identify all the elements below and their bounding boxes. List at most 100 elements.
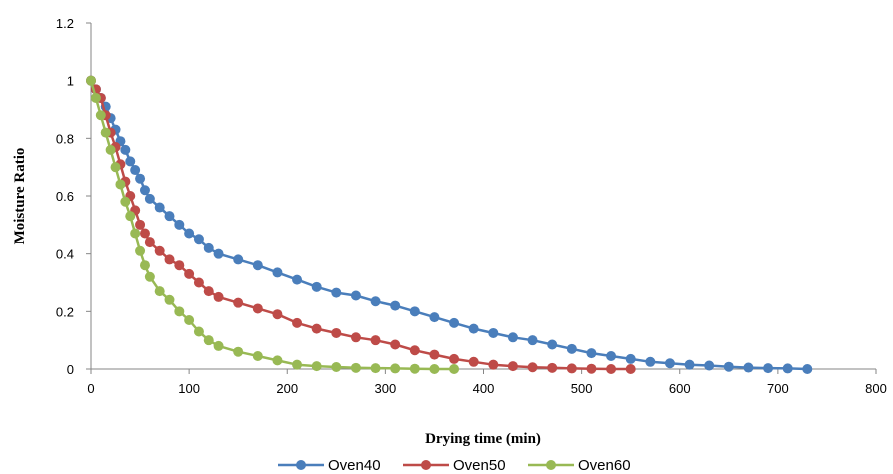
data-point-oven50: [184, 268, 195, 279]
data-point-oven50: [527, 362, 538, 373]
data-point-oven50: [507, 361, 518, 372]
data-point-oven50: [488, 359, 499, 370]
y-tick-label: 0.2: [56, 304, 74, 319]
data-point-oven40: [390, 300, 401, 311]
data-point-oven40: [213, 248, 224, 259]
data-point-oven50: [409, 345, 420, 356]
data-point-oven40: [684, 359, 695, 370]
y-tick-label: 0.6: [56, 189, 74, 204]
x-tick-label: 300: [375, 381, 397, 396]
data-point-oven40: [120, 144, 131, 155]
data-point-oven40: [704, 360, 715, 371]
x-tick-label: 800: [865, 381, 887, 396]
data-point-oven60: [86, 75, 96, 86]
data-point-oven40: [144, 193, 155, 204]
data-point-oven40: [507, 332, 518, 343]
data-point-oven60: [95, 110, 106, 121]
data-point-oven40: [527, 335, 538, 346]
data-point-oven60: [272, 355, 283, 366]
data-point-oven40: [193, 234, 204, 245]
y-tick-label: 0.8: [56, 131, 74, 146]
data-point-oven40: [370, 296, 381, 307]
data-point-oven50: [203, 286, 214, 297]
data-point-oven60: [139, 260, 150, 271]
data-point-oven40: [606, 351, 617, 362]
data-point-oven60: [331, 361, 342, 372]
data-point-oven40: [802, 364, 813, 374]
data-point-oven60: [90, 92, 101, 103]
data-point-oven40: [488, 327, 499, 338]
data-point-oven40: [125, 156, 136, 167]
data-point-oven50: [625, 364, 636, 374]
x-tick-label: 600: [669, 381, 691, 396]
series-line-oven60: [89, 80, 455, 371]
data-point-oven60: [193, 326, 204, 337]
legend-item-oven50: Oven50: [403, 457, 506, 474]
data-point-oven40: [139, 185, 150, 196]
data-point-oven50: [449, 353, 460, 364]
legend-marker-oven60: [546, 460, 556, 470]
x-axis-title: Drying time (min): [425, 431, 541, 447]
data-point-oven50: [292, 317, 303, 328]
data-point-oven50: [252, 303, 263, 314]
data-point-oven60: [154, 286, 165, 297]
y-tick-label: 0.4: [56, 247, 74, 262]
data-point-oven40: [130, 165, 141, 176]
data-point-oven60: [390, 363, 401, 374]
data-point-oven40: [723, 361, 734, 372]
data-point-oven50: [390, 339, 401, 350]
series-oven60: [86, 75, 460, 374]
data-point-oven40: [625, 353, 636, 364]
x-tick-label: 100: [178, 381, 200, 396]
legend-marker-oven50: [421, 460, 431, 470]
legend: Oven40 Oven50 Oven60: [278, 457, 631, 474]
data-point-oven40: [409, 306, 420, 317]
data-point-oven40: [233, 254, 244, 265]
data-point-oven60: [252, 351, 263, 362]
data-point-oven40: [292, 274, 303, 285]
data-point-oven60: [125, 211, 136, 222]
data-point-oven50: [331, 327, 342, 338]
data-point-oven50: [350, 332, 361, 343]
data-point-oven40: [586, 348, 597, 359]
data-point-oven60: [164, 294, 175, 305]
x-tick-label: 400: [473, 381, 495, 396]
legend-label-oven50: Oven50: [453, 457, 506, 474]
data-point-oven40: [154, 202, 165, 213]
data-point-oven50: [144, 237, 155, 248]
data-point-oven60: [429, 364, 440, 374]
data-point-oven60: [203, 335, 214, 346]
data-point-oven50: [164, 254, 175, 265]
data-point-oven40: [252, 260, 263, 271]
legend-item-oven40: Oven40: [278, 457, 381, 474]
data-point-oven60: [233, 346, 244, 357]
plot-area: [86, 75, 813, 374]
data-point-oven60: [449, 364, 460, 374]
data-point-oven60: [144, 271, 155, 282]
data-point-oven40: [547, 339, 558, 350]
x-tick-label: 0: [87, 381, 94, 396]
data-point-oven40: [272, 267, 283, 278]
data-point-oven50: [311, 323, 322, 334]
data-point-oven60: [370, 363, 381, 374]
data-point-oven50: [154, 245, 165, 256]
series-line-oven50: [89, 80, 631, 371]
data-point-oven40: [135, 173, 146, 184]
data-point-oven50: [174, 260, 185, 271]
data-point-oven60: [110, 162, 121, 173]
data-point-oven60: [174, 306, 185, 317]
data-point-oven50: [213, 291, 224, 302]
data-point-oven50: [272, 309, 283, 320]
data-point-oven40: [468, 323, 479, 334]
y-tick-label: 1.2: [56, 16, 74, 31]
data-point-oven40: [350, 290, 361, 301]
axes: 0 100 200 300 400 500 600 700 800 0 0.2 0.4 0.6 0.8 1 1…: [56, 16, 887, 396]
data-point-oven60: [311, 361, 322, 372]
data-point-oven40: [164, 211, 175, 222]
data-point-oven50: [606, 364, 617, 374]
data-point-oven60: [213, 340, 224, 351]
data-point-oven60: [115, 179, 126, 190]
data-point-oven60: [292, 359, 303, 370]
data-point-oven60: [105, 144, 116, 155]
